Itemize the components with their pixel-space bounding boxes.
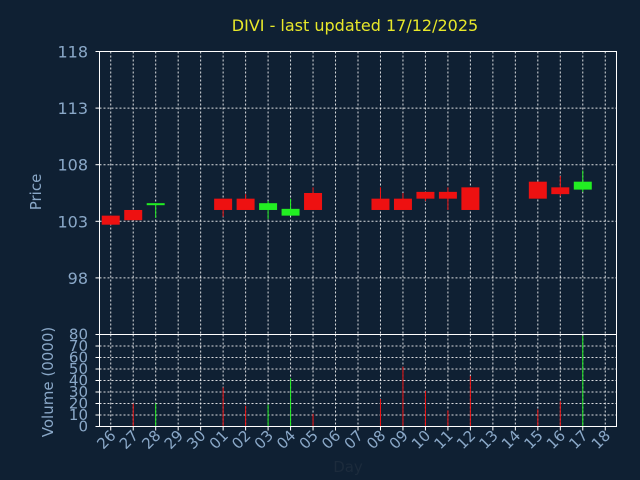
price-tick-label: 103 [57,212,88,231]
candle-body [281,208,300,216]
chart-title: DIVI - last updated 17/12/2025 [232,16,478,35]
volume-tick-label: 20 [69,395,88,413]
candle-body [573,181,592,190]
x-ticks: 2627282930010203040506070809101112131415… [93,426,614,453]
candle-body [371,198,390,210]
candle-body [416,191,435,199]
volume-axis-label: Volume (0000) [39,327,57,437]
price-axis-label: Price [27,174,45,211]
price-tick-label: 98 [68,269,88,288]
candle-body [304,193,323,210]
volume-tick-label: 30 [69,383,88,401]
volume-tick-label: 0 [78,418,88,436]
candle-body [101,215,120,225]
volume-tick-label: 60 [69,349,88,367]
volume-tick-label: 70 [69,337,88,355]
candle-body [214,198,233,210]
price-tick-label: 118 [57,43,88,62]
candle-body [528,181,547,199]
candle-body [124,209,143,221]
volume-tick-label: 40 [69,372,88,390]
candle-body [461,187,480,210]
candle-body [236,198,255,210]
volume-plot-frame [99,334,617,427]
candle-body [259,203,278,210]
price-tick-label: 113 [57,99,88,118]
volume-tick-label: 50 [69,360,88,378]
candle-body [438,191,457,199]
x-axis-label: Day [333,458,363,476]
candles [101,170,592,225]
price-y-ticks: 118 113 108 103 98 [57,43,100,288]
candle-body [551,187,570,195]
volume-tick-label: 10 [69,406,88,424]
volume-bars [132,335,584,427]
candle-body [146,203,165,206]
x-tick-label: 18 [588,427,614,453]
volume-tick-label: 80 [69,326,88,344]
volume-grid [99,334,617,427]
candle-body [393,198,412,210]
price-tick-label: 108 [57,156,88,175]
